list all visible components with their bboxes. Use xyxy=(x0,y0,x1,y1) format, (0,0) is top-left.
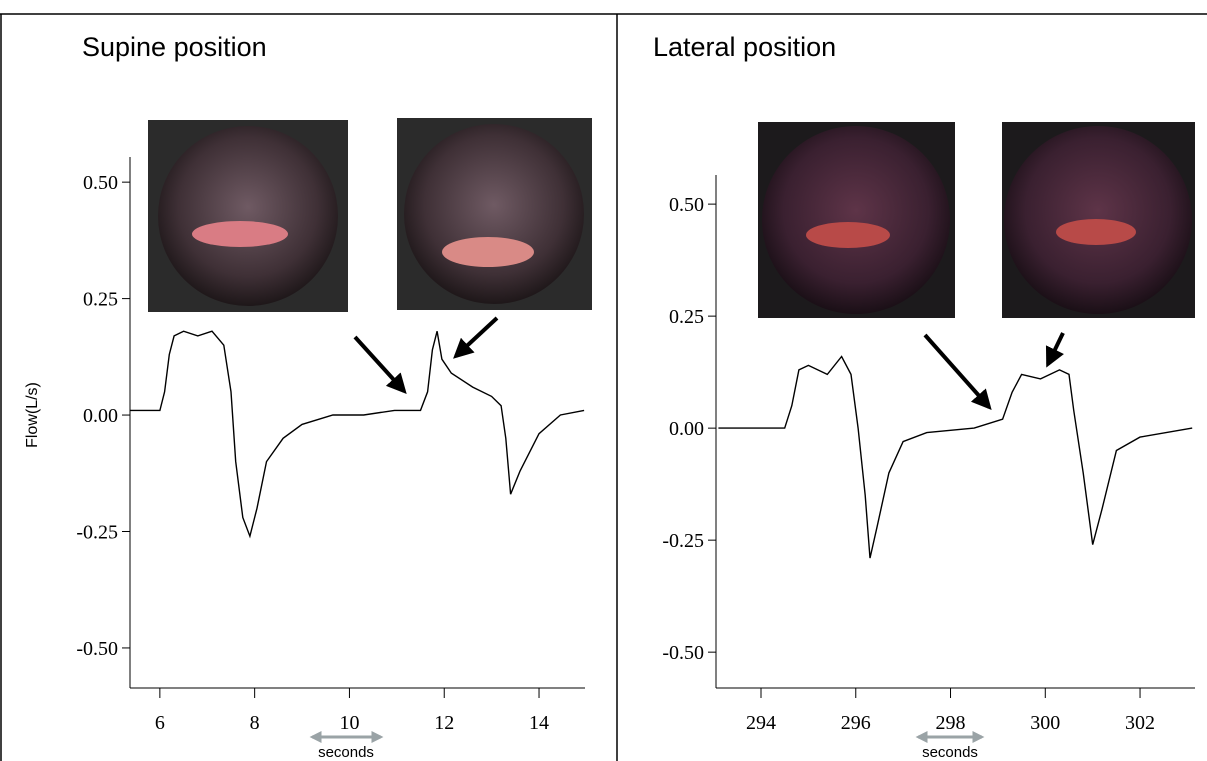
flow-line xyxy=(130,330,585,539)
y-tick-label: 0.25 xyxy=(83,289,118,311)
x-tick-label: 12 xyxy=(434,712,454,734)
y-tick-label: -0.25 xyxy=(76,521,118,543)
endoscopy-images xyxy=(148,118,1195,318)
y-tick-label: 0.50 xyxy=(83,172,118,194)
x-tick-label: 298 xyxy=(936,712,966,734)
y-tick-label: -0.50 xyxy=(76,638,118,660)
x-tick-label: 14 xyxy=(529,712,549,734)
y-tick-label: 0.00 xyxy=(83,405,118,427)
y-tick-label: -0.50 xyxy=(662,642,704,664)
x-tick-label: 300 xyxy=(1030,712,1060,734)
y-tick-label: 0.50 xyxy=(669,194,704,216)
y-axis-label: Flow(L/s) xyxy=(24,382,41,448)
x-tick-label: 294 xyxy=(746,712,776,734)
x-tick-label: 6 xyxy=(155,712,165,734)
panel-title: Supine position xyxy=(82,32,267,62)
y-tick-label: 0.25 xyxy=(669,306,704,328)
x-tick-label: 302 xyxy=(1125,712,1155,734)
seconds-label: seconds xyxy=(318,744,374,761)
x-tick-label: 296 xyxy=(841,712,871,734)
pointer-arrows xyxy=(353,316,1065,410)
panel-title: Lateral position xyxy=(653,32,836,62)
flow-line xyxy=(718,355,1193,559)
x-tick-label: 10 xyxy=(339,712,359,734)
y-tick-label: -0.25 xyxy=(662,530,704,552)
x-tick-label: 8 xyxy=(250,712,260,734)
seconds-label: seconds xyxy=(922,744,978,761)
frame xyxy=(0,13,1207,761)
y-tick-label: 0.00 xyxy=(669,418,704,440)
